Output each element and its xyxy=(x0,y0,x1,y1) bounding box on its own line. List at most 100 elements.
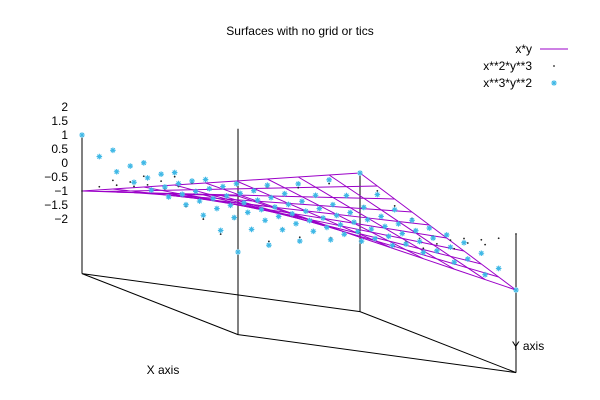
data-point xyxy=(306,217,313,224)
data-point xyxy=(289,210,296,217)
data-point xyxy=(146,183,149,186)
mesh-line xyxy=(81,172,361,192)
data-point xyxy=(173,175,176,178)
data-point xyxy=(183,201,189,208)
data-point xyxy=(426,225,433,231)
data-point xyxy=(133,185,135,188)
legend-swatch xyxy=(553,65,555,67)
data-point xyxy=(515,233,517,235)
data-point xyxy=(478,250,485,257)
data-point xyxy=(434,248,440,254)
data-point xyxy=(162,184,168,190)
data-point xyxy=(320,215,326,221)
data-point xyxy=(244,209,251,216)
mesh-line xyxy=(99,185,378,193)
data-point xyxy=(343,192,350,199)
data-point xyxy=(295,181,302,187)
data-point xyxy=(412,227,419,234)
data-point xyxy=(399,230,406,237)
data-point xyxy=(237,190,244,197)
mesh-line xyxy=(203,194,482,265)
data-point xyxy=(422,247,425,250)
data-point xyxy=(268,194,274,201)
data-point xyxy=(416,238,423,245)
data-point xyxy=(235,249,241,255)
z-tick-label: 1 xyxy=(61,128,68,142)
data-point xyxy=(79,132,85,138)
data-point xyxy=(435,242,438,245)
data-point xyxy=(495,265,502,272)
data-point xyxy=(266,242,272,248)
data-point xyxy=(110,147,116,154)
data-point xyxy=(115,184,118,187)
data-point xyxy=(312,192,319,199)
data-point xyxy=(175,180,182,187)
data-point xyxy=(297,186,300,189)
legend: x*y x**2*y**3 x**3*y**2 xyxy=(483,42,568,90)
data-point xyxy=(453,247,456,250)
data-point xyxy=(358,238,365,245)
data-point xyxy=(497,237,500,240)
z-tick-label: 0 xyxy=(61,156,68,170)
data-point xyxy=(391,206,398,213)
legend-swatch xyxy=(551,80,557,86)
mesh-line xyxy=(168,193,447,239)
data-point xyxy=(463,237,465,240)
data-point xyxy=(223,193,230,199)
data-point xyxy=(395,221,402,227)
data-point xyxy=(330,201,336,208)
z-tick-label: 0.5 xyxy=(51,142,68,156)
data-point xyxy=(299,198,305,205)
z-tick-label: −2 xyxy=(54,212,68,226)
data-point xyxy=(466,242,469,244)
data-point xyxy=(129,181,132,183)
data-point xyxy=(360,204,367,211)
data-point xyxy=(217,227,224,234)
z-tick-label: −1 xyxy=(54,184,68,198)
mesh-line xyxy=(237,195,517,291)
data-point xyxy=(389,242,396,249)
data-point xyxy=(302,208,309,215)
y-axis-label: Y axis xyxy=(512,339,544,353)
legend-label: x**2*y**3 xyxy=(483,59,532,73)
data-point xyxy=(233,180,240,187)
base-plane xyxy=(81,273,517,374)
data-point xyxy=(258,206,265,213)
data-point xyxy=(385,233,392,240)
surface-layer xyxy=(79,132,519,293)
data-point xyxy=(248,226,255,233)
data-point xyxy=(189,178,195,184)
data-point xyxy=(250,187,257,194)
data-point xyxy=(140,160,147,166)
data-point xyxy=(241,199,247,206)
data-point xyxy=(267,240,270,243)
data-point xyxy=(200,212,207,219)
z-tick-label: 1.5 xyxy=(51,114,68,128)
data-point xyxy=(279,226,286,233)
data-point xyxy=(328,182,331,185)
data-point xyxy=(482,271,488,278)
data-point xyxy=(430,235,436,241)
data-point xyxy=(372,235,378,242)
data-point xyxy=(420,249,427,256)
mesh-line xyxy=(116,191,395,200)
data-point xyxy=(202,218,205,220)
mesh-line xyxy=(205,182,362,239)
data-point xyxy=(165,194,172,200)
data-point xyxy=(142,175,145,178)
data-point xyxy=(374,191,381,198)
data-point xyxy=(382,223,388,230)
z-tick-label: −1.5 xyxy=(44,198,68,212)
data-point xyxy=(227,202,234,209)
data-point xyxy=(327,236,334,243)
data-point xyxy=(351,219,357,226)
z-tick-label: 2 xyxy=(61,100,68,114)
data-point xyxy=(254,197,261,204)
data-point xyxy=(219,233,222,236)
data-point xyxy=(298,236,301,239)
data-point xyxy=(449,239,452,242)
data-point xyxy=(443,232,450,238)
data-point xyxy=(480,238,483,241)
